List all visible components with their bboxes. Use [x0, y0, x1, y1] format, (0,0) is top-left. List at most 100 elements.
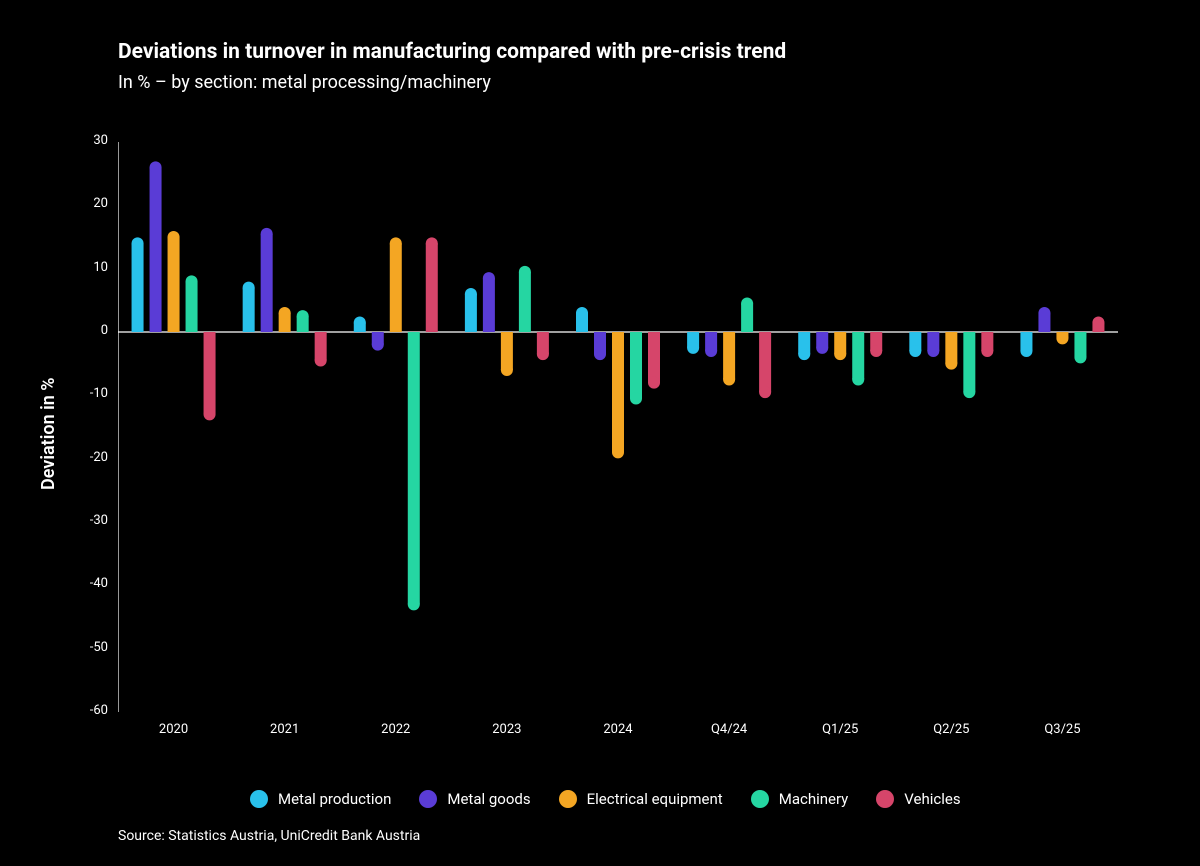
- bar: [243, 288, 255, 332]
- bar: [483, 278, 495, 332]
- x-tick-label: 2020: [134, 722, 214, 737]
- bar-cap: [537, 348, 549, 360]
- bar-cap: [501, 364, 513, 376]
- y-axis-label: Deviation in %: [38, 377, 59, 490]
- legend-item: Metal production: [250, 790, 391, 808]
- legend-item: Machinery: [751, 790, 849, 808]
- legend-item: Electrical equipment: [559, 790, 723, 808]
- y-tick-label: 30: [68, 133, 108, 148]
- legend-item: Vehicles: [876, 790, 960, 808]
- bar: [963, 332, 975, 392]
- bar: [612, 332, 624, 452]
- bar-cap: [519, 266, 531, 278]
- bar: [186, 281, 198, 332]
- legend-swatch: [751, 790, 769, 808]
- bar: [723, 332, 735, 380]
- legend-swatch: [559, 790, 577, 808]
- bar: [759, 332, 771, 392]
- bar: [132, 243, 144, 332]
- y-tick-label: -30: [68, 513, 108, 528]
- bar-cap: [798, 348, 810, 360]
- bar-cap: [723, 374, 735, 386]
- bar-cap: [261, 228, 273, 240]
- bar: [519, 272, 531, 332]
- legend-item: Metal goods: [419, 790, 530, 808]
- bar-cap: [816, 342, 828, 354]
- bar: [408, 332, 420, 604]
- x-tick-label: 2021: [245, 722, 325, 737]
- bar: [426, 243, 438, 332]
- y-tick-label: -20: [68, 450, 108, 465]
- bar-cap: [426, 237, 438, 249]
- chart-source: Source: Statistics Austria, UniCredit Ba…: [118, 828, 420, 844]
- bar: [630, 332, 642, 399]
- chart-plot-area: [118, 142, 1118, 712]
- bar-cap: [1056, 332, 1068, 344]
- bar-cap: [204, 408, 216, 420]
- bar-cap: [372, 339, 384, 351]
- x-tick-label: 2023: [467, 722, 547, 737]
- bar-cap: [852, 374, 864, 386]
- bar-cap: [315, 355, 327, 367]
- bar-cap: [279, 307, 291, 319]
- bar-cap: [1020, 345, 1032, 357]
- plot-svg: [118, 142, 1118, 712]
- legend-label: Vehicles: [904, 790, 960, 808]
- y-tick-label: -10: [68, 386, 108, 401]
- legend-label: Electrical equipment: [587, 790, 723, 808]
- bar-cap: [1074, 351, 1086, 363]
- y-tick-label: 10: [68, 260, 108, 275]
- y-tick-label: 0: [68, 323, 108, 338]
- bar: [261, 234, 273, 332]
- bar-cap: [630, 393, 642, 405]
- bar: [852, 332, 864, 380]
- chart-legend: Metal production Metal goods Electrical eq…: [250, 790, 961, 808]
- bar-cap: [963, 386, 975, 398]
- legend-swatch: [876, 790, 894, 808]
- legend-label: Machinery: [779, 790, 849, 808]
- bar-cap: [186, 275, 198, 287]
- legend-swatch: [419, 790, 437, 808]
- bar-cap: [390, 237, 402, 249]
- bar-cap: [945, 358, 957, 370]
- x-tick-label: 2022: [356, 722, 436, 737]
- bar-cap: [648, 377, 660, 389]
- x-tick-label: Q3/25: [1022, 722, 1102, 737]
- bar-cap: [927, 345, 939, 357]
- bar-cap: [132, 237, 144, 249]
- bar: [204, 332, 216, 414]
- bar-cap: [354, 317, 366, 329]
- bar-cap: [297, 310, 309, 322]
- x-tick-label: 2024: [578, 722, 658, 737]
- chart-container: Deviations in turnover in manufacturing …: [0, 0, 1200, 866]
- bar: [150, 167, 162, 332]
- chart-subtitle: In % – by section: metal processing/mach…: [118, 72, 491, 93]
- y-tick-label: -40: [68, 576, 108, 591]
- bar-cap: [687, 342, 699, 354]
- x-tick-label: Q2/25: [911, 722, 991, 737]
- bar-cap: [909, 345, 921, 357]
- legend-label: Metal goods: [447, 790, 530, 808]
- bar-cap: [594, 348, 606, 360]
- bar-cap: [705, 345, 717, 357]
- bar-cap: [483, 272, 495, 284]
- y-tick-label: -50: [68, 640, 108, 655]
- bar-cap: [150, 161, 162, 173]
- x-tick-label: Q4/24: [689, 722, 769, 737]
- bar-cap: [981, 345, 993, 357]
- bar-cap: [576, 307, 588, 319]
- chart-title: Deviations in turnover in manufacturing …: [118, 40, 786, 64]
- bar-cap: [408, 598, 420, 610]
- legend-swatch: [250, 790, 268, 808]
- bar-cap: [465, 288, 477, 300]
- y-tick-label: 20: [68, 196, 108, 211]
- bar-cap: [168, 231, 180, 243]
- bar-cap: [612, 446, 624, 458]
- bar-cap: [870, 345, 882, 357]
- x-tick-label: Q1/25: [800, 722, 880, 737]
- legend-label: Metal production: [278, 790, 391, 808]
- bar-cap: [834, 348, 846, 360]
- bar-cap: [741, 298, 753, 310]
- bar-cap: [759, 386, 771, 398]
- bar-cap: [1038, 307, 1050, 319]
